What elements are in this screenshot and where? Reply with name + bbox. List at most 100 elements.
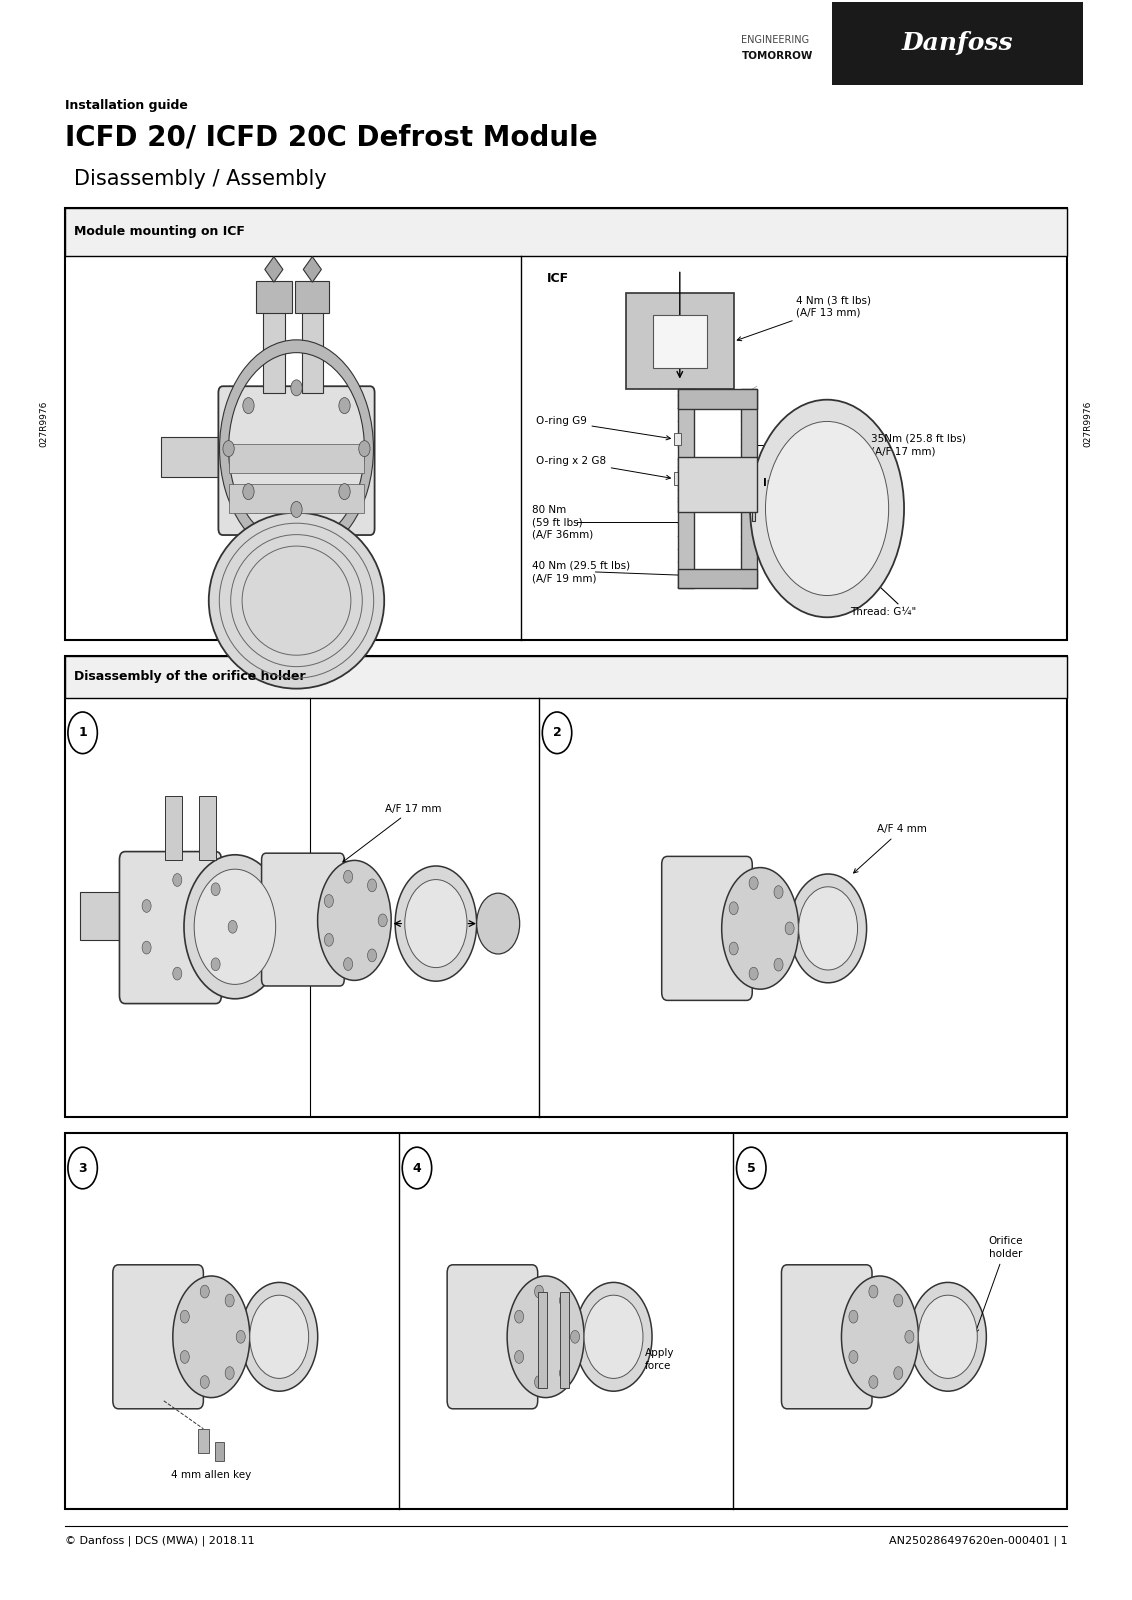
Bar	[263, 304, 285, 392]
FancyArrow shape	[161, 437, 223, 477]
Circle shape	[200, 1285, 209, 1298]
Ellipse shape	[584, 1296, 643, 1378]
Ellipse shape	[799, 886, 858, 970]
Circle shape	[173, 874, 182, 886]
FancyBboxPatch shape	[218, 386, 375, 534]
Circle shape	[344, 958, 353, 971]
Text: A/F 4 mm: A/F 4 mm	[854, 824, 927, 874]
Ellipse shape	[790, 874, 867, 982]
Ellipse shape	[751, 400, 904, 618]
Ellipse shape	[318, 861, 392, 981]
Text: Installation guide: Installation guide	[65, 99, 188, 112]
Circle shape	[142, 899, 151, 912]
Bar	[199, 795, 216, 859]
Circle shape	[786, 922, 795, 934]
FancyBboxPatch shape	[447, 1264, 538, 1410]
Ellipse shape	[841, 1277, 918, 1398]
Circle shape	[142, 941, 151, 954]
Circle shape	[904, 1331, 914, 1344]
Bar	[65, 656, 1067, 698]
Circle shape	[571, 1331, 580, 1344]
Circle shape	[542, 712, 572, 754]
Circle shape	[402, 1147, 431, 1189]
Ellipse shape	[575, 1283, 652, 1390]
Text: 2: 2	[552, 726, 561, 739]
Bar	[302, 304, 323, 392]
Circle shape	[774, 886, 783, 899]
Bar	[65, 208, 1067, 256]
Bar	[678, 389, 757, 408]
Bar	[215, 1442, 224, 1461]
Circle shape	[869, 1285, 878, 1298]
Bar	[65, 208, 1067, 640]
Circle shape	[68, 712, 97, 754]
Circle shape	[869, 1376, 878, 1389]
Circle shape	[180, 1350, 189, 1363]
Bar	[741, 389, 757, 587]
Text: ICF: ICF	[547, 272, 569, 285]
Bar	[753, 496, 755, 522]
Text: A/F 17 mm: A/F 17 mm	[343, 803, 441, 862]
Circle shape	[291, 379, 302, 395]
Circle shape	[368, 949, 377, 962]
Text: Inlet connector: Inlet connector	[763, 478, 852, 488]
Text: 40 Nm (29.5 ft lbs)
(A/F 19 mm): 40 Nm (29.5 ft lbs) (A/F 19 mm)	[532, 560, 631, 582]
Circle shape	[737, 1147, 766, 1189]
Bar	[832, 2, 1083, 85]
Text: TOMORROW: TOMORROW	[741, 51, 813, 61]
Text: 027R9976: 027R9976	[40, 402, 49, 446]
Circle shape	[338, 398, 350, 414]
Polygon shape	[303, 256, 321, 282]
Circle shape	[211, 958, 220, 971]
Circle shape	[849, 1350, 858, 1363]
Bar	[229, 483, 365, 512]
Text: © Danfoss | DCS (MWA) | 2018.11: © Danfoss | DCS (MWA) | 2018.11	[65, 1536, 255, 1547]
Ellipse shape	[395, 866, 477, 981]
Ellipse shape	[405, 880, 468, 968]
Ellipse shape	[909, 1283, 986, 1390]
Circle shape	[68, 1147, 97, 1189]
Circle shape	[534, 1285, 543, 1298]
Circle shape	[749, 877, 758, 890]
Circle shape	[749, 968, 758, 981]
Text: Module mounting on ICF: Module mounting on ICF	[74, 226, 245, 238]
Circle shape	[325, 894, 334, 907]
Bar	[678, 458, 757, 512]
Ellipse shape	[208, 512, 384, 688]
Text: 4 Nm (3 ft lbs)
(A/F 13 mm): 4 Nm (3 ft lbs) (A/F 13 mm)	[737, 296, 871, 341]
Text: 80 Nm
(59 ft lbs)
(A/F 36mm): 80 Nm (59 ft lbs) (A/F 36mm)	[532, 506, 593, 539]
Text: Apply
force: Apply force	[590, 1338, 675, 1371]
Circle shape	[325, 933, 334, 946]
Circle shape	[359, 440, 370, 456]
Circle shape	[515, 1310, 524, 1323]
Circle shape	[378, 914, 387, 926]
Circle shape	[894, 1294, 903, 1307]
Circle shape	[338, 483, 350, 499]
Text: Disassembly / Assembly: Disassembly / Assembly	[74, 168, 326, 189]
Ellipse shape	[918, 1296, 977, 1378]
Text: Danfoss: Danfoss	[902, 30, 1013, 54]
FancyBboxPatch shape	[113, 1264, 204, 1410]
Text: Disassembly of the orifice holder: Disassembly of the orifice holder	[74, 670, 306, 683]
Text: AN250286497620en-000401 | 1: AN250286497620en-000401 | 1	[889, 1536, 1067, 1547]
Bar	[229, 443, 365, 472]
Ellipse shape	[185, 854, 286, 998]
FancyBboxPatch shape	[662, 856, 753, 1000]
Text: ENGINEERING: ENGINEERING	[741, 35, 809, 45]
Text: 4 mm allen key: 4 mm allen key	[171, 1470, 251, 1480]
Circle shape	[223, 440, 234, 456]
Circle shape	[894, 1366, 903, 1379]
Circle shape	[729, 902, 738, 915]
Ellipse shape	[195, 869, 276, 984]
Circle shape	[211, 883, 220, 896]
Circle shape	[237, 1331, 246, 1344]
Text: 1: 1	[78, 726, 87, 739]
Circle shape	[368, 878, 377, 891]
Circle shape	[180, 1310, 189, 1323]
Bar	[295, 280, 329, 312]
Bar	[678, 568, 757, 587]
Circle shape	[291, 501, 302, 517]
Bar	[65, 656, 1067, 1117]
Circle shape	[225, 1366, 234, 1379]
Bar	[538, 1293, 547, 1389]
